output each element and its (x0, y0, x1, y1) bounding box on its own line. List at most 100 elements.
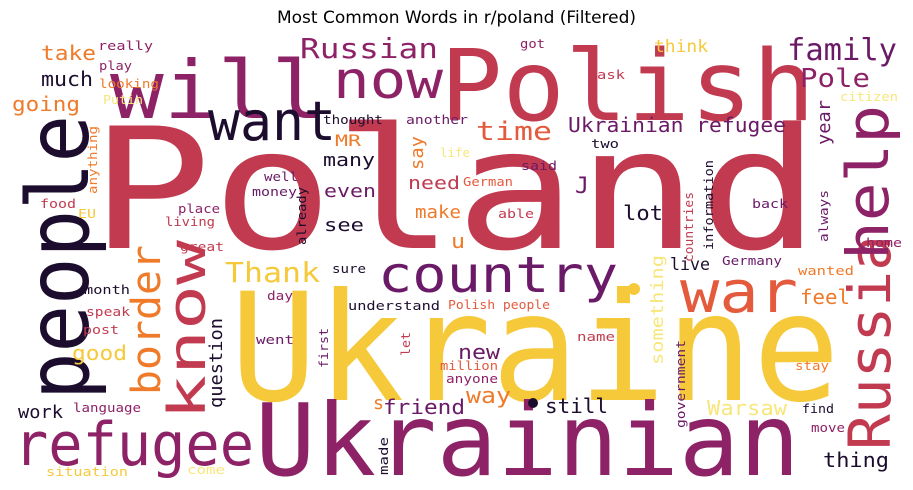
word-good: good (72, 341, 127, 365)
word-able: able (498, 207, 534, 221)
word-post: post (83, 323, 119, 337)
word-citizen: citizen (840, 90, 898, 104)
word-u: u (451, 229, 465, 253)
word-live: live (670, 255, 710, 275)
word-life: life (440, 146, 470, 160)
word-anyone: anyone (446, 372, 498, 386)
word-sure: sure (332, 262, 366, 276)
word-take: take (41, 41, 96, 65)
word-family: family (787, 33, 897, 68)
word-play: play (99, 59, 132, 73)
word-need: need (408, 173, 460, 194)
word-question: question (206, 318, 227, 408)
word-living: living (165, 215, 215, 229)
word-ukrainian-refugee: Ukrainian refugee (568, 113, 786, 137)
word-time: time (476, 117, 552, 147)
word-stay: stay (795, 359, 829, 373)
word-poland: Poland (90, 92, 820, 288)
word-come: come (187, 463, 225, 477)
word-language: language (73, 401, 141, 415)
word-well: well (264, 170, 298, 184)
word-first: first (317, 328, 331, 368)
word-another: another (406, 113, 468, 127)
word-way: way (466, 384, 511, 409)
word-anything: anything (86, 126, 100, 194)
word-even: even (324, 181, 376, 202)
word-people: people (9, 115, 109, 400)
word-got: got (520, 37, 545, 51)
word-wanted: wanted (798, 264, 854, 278)
word-friend: friend (383, 395, 465, 419)
word-going: going (12, 92, 80, 116)
word-ask: ask (597, 68, 626, 82)
word-say: say (407, 136, 428, 170)
word-make: make (415, 202, 461, 223)
word-eu: EU (78, 207, 96, 221)
word-polish: Polish (440, 30, 815, 144)
word-two: two (591, 137, 619, 151)
word-j: J (575, 174, 589, 199)
word-now: now (333, 51, 444, 111)
word-move: move (811, 421, 845, 435)
word-help: help (834, 105, 902, 260)
word-day: day (267, 289, 293, 303)
word-think: think (654, 37, 708, 57)
word-work: work (18, 402, 63, 423)
word-russia: Russia (836, 235, 904, 450)
word-germany: Germany (722, 254, 782, 268)
word-looking: looking (99, 77, 159, 91)
word-home: home (866, 236, 902, 250)
word-many: many (323, 150, 375, 171)
word-really: really (98, 39, 153, 53)
word-great: great (180, 240, 224, 254)
dot-mark (628, 283, 640, 295)
word-understand: understand (348, 299, 440, 313)
word-russian: Russian (300, 32, 438, 65)
word-made: made (377, 437, 391, 475)
word-money: money (252, 185, 297, 199)
word-german: German (463, 175, 513, 189)
word-war: war (680, 258, 798, 326)
word-putin: Putin (103, 93, 143, 107)
word-countries: countries (682, 192, 696, 262)
word-went: went (256, 333, 294, 347)
word-ukrainian: Ukrainian (255, 382, 800, 490)
word-border: border (124, 245, 170, 395)
word-feel: feel (800, 285, 850, 309)
word-information: information (702, 160, 716, 250)
word-government: government (674, 340, 688, 428)
word-polish-people: Polish people (448, 298, 550, 312)
word-will: will (110, 44, 325, 137)
word-said: said (521, 159, 557, 173)
dot-mark (528, 398, 538, 408)
word-find: find (802, 402, 834, 416)
word-year: year (814, 100, 835, 145)
word-name: name (577, 330, 615, 344)
word-already: already (295, 187, 309, 245)
word-situation: situation (46, 465, 128, 479)
word-want: want (208, 90, 336, 153)
word-thought: thought (323, 113, 383, 127)
word-place: place (178, 202, 220, 216)
word-let: let (399, 332, 413, 356)
word-million: million (440, 359, 498, 373)
word-always: always (817, 190, 831, 242)
word-thing: thing (823, 448, 889, 472)
word-mr: MR (335, 131, 361, 150)
word-country: country (378, 246, 618, 304)
word-lot: lot (623, 201, 663, 225)
word-s: s (373, 393, 384, 414)
word-warsaw: Warsaw (707, 396, 788, 420)
word-see: see (324, 215, 364, 236)
word-month: month (84, 283, 130, 297)
word-much: much (41, 67, 93, 91)
word-new: new (458, 340, 501, 364)
word-still: still (545, 394, 608, 418)
word-something: something (648, 255, 668, 365)
word-refugee: refugee (14, 410, 254, 480)
word-speak: speak (86, 305, 131, 319)
word-know: know (158, 239, 218, 420)
word-back: back (752, 197, 789, 211)
